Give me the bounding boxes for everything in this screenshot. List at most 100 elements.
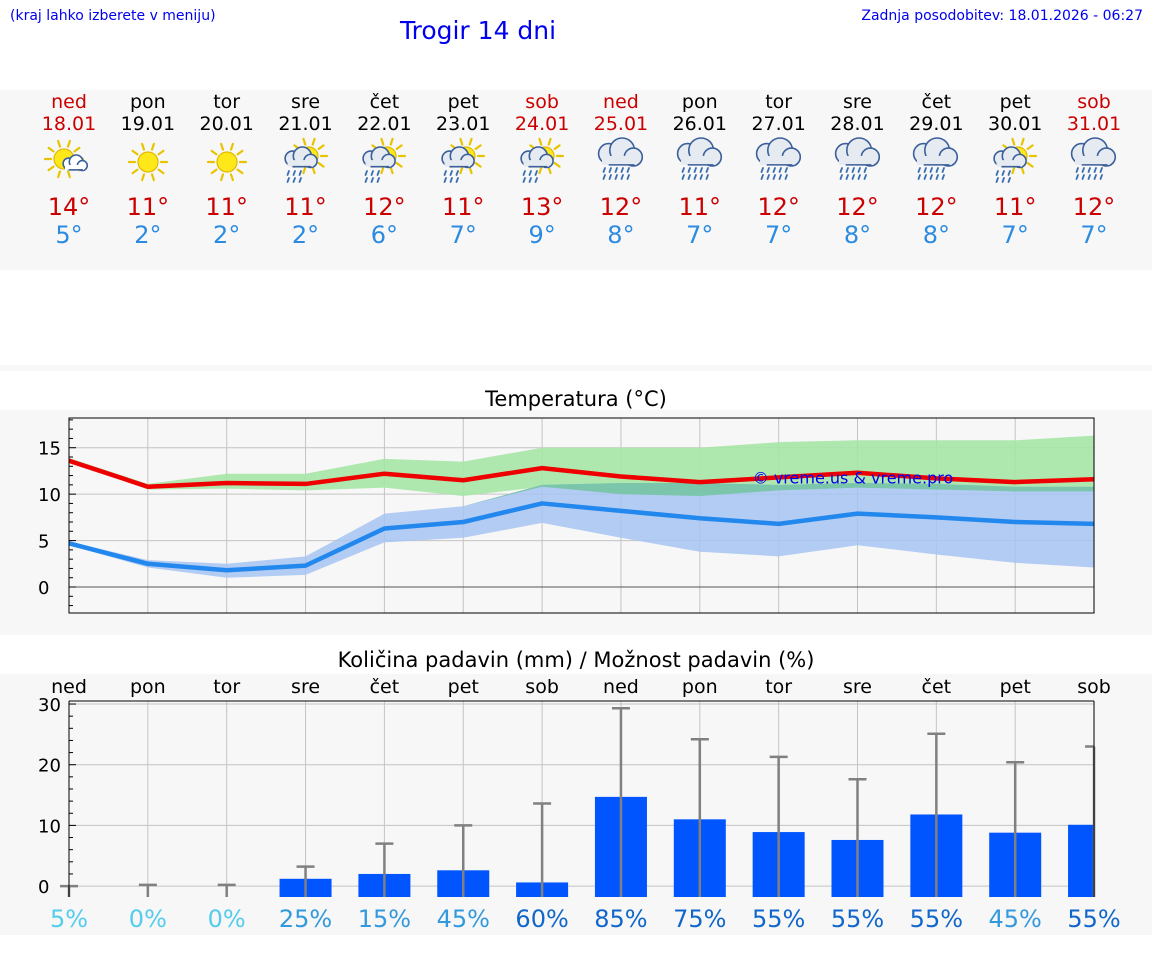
rain-cloud-icon [913, 137, 959, 180]
last-updated: Zadnja posodobitev: 18.01.2026 - 06:27 [861, 8, 1143, 24]
forecast-day: sre 28.01 12° 8° [818, 90, 897, 249]
max-temperature-line [68, 458, 1095, 489]
day-name: sre [291, 91, 321, 113]
max-temperature: 11° [678, 193, 722, 221]
forecast-day: pet 23.01 11° 7° [424, 90, 503, 249]
precipitation-probability: 45% [437, 905, 490, 933]
forecast-day: pon 26.01 11° 7° [660, 90, 739, 249]
day-date: 29.01 [909, 113, 964, 135]
rain-cloud-icon [834, 137, 880, 180]
day-date: 31.01 [1066, 113, 1122, 135]
precipitation-chart: ned pon tor sre čet pet sob ned pon tor sre čet pet s… [38, 676, 1121, 933]
rain-cloud-icon [597, 137, 644, 180]
forecast-day: ned 25.01 12° 8° [581, 90, 660, 249]
y-tick-label: 30 [38, 695, 61, 716]
forecast-day: čet 29.01 12° 8° [897, 90, 976, 249]
watermark: © vreme.us & vreme.pro [753, 468, 954, 487]
max-temperature: 11° [205, 193, 248, 221]
max-temperature: 12° [836, 193, 879, 221]
rain-cloud-icon [676, 137, 722, 180]
day-label: čet [370, 676, 400, 698]
y-tick-label: 20 [38, 756, 61, 777]
precipitation-probability: 0% [129, 905, 167, 933]
rain-cloud-icon [1070, 137, 1117, 180]
day-label: čet [922, 676, 952, 698]
sun-rain-icon [993, 137, 1038, 183]
day-name: sre [843, 91, 872, 113]
max-temperature: 11° [284, 193, 327, 221]
precipitation-probability: 0% [208, 905, 246, 933]
day-date: 22.01 [357, 113, 412, 135]
y-tick-label: 0 [38, 877, 49, 898]
forecast-day: pet 30.01 11° 7° [976, 90, 1055, 249]
day-date: 25.01 [593, 113, 649, 135]
sun-rain-icon [520, 137, 565, 183]
day-label: tor [213, 676, 240, 698]
min-temperature: 5° [55, 221, 83, 249]
min-temperature: 7° [1080, 221, 1108, 249]
daily-forecast-strip: ned 18.01 14° 5° pon 19.01 11° 2° tor 20.01 11° 2° s… [0, 90, 1152, 270]
max-temperature: 14° [47, 193, 91, 221]
min-temperature: 8° [843, 221, 872, 249]
max-temperature: 12° [915, 193, 958, 221]
day-date: 18.01 [41, 113, 97, 135]
day-date: 23.01 [436, 113, 491, 135]
day-name: ned [51, 91, 87, 113]
precipitation-bar [1068, 824, 1094, 897]
precipitation-probability: 75% [673, 905, 726, 933]
day-label: sob [1077, 676, 1111, 698]
rain-cloud-icon [755, 137, 801, 180]
y-tick-label: 0 [38, 578, 49, 599]
min-temperature: 9° [528, 221, 556, 249]
sun-rain-icon [441, 137, 486, 183]
forecast-day: čet 22.01 12° 6° [345, 90, 424, 249]
day-name: sob [1077, 91, 1111, 113]
min-temperature: 8° [922, 221, 950, 249]
min-temperature: 7° [765, 221, 793, 249]
day-label: sre [843, 676, 872, 698]
precipitation-probability: 25% [279, 905, 332, 933]
precipitation-probability: 15% [358, 905, 411, 933]
day-name: sob [525, 91, 559, 113]
precipitation-probability: 55% [1067, 905, 1120, 933]
min-temperature: 7° [1001, 221, 1029, 249]
min-temperature: 2° [291, 221, 320, 249]
y-tick-label: 10 [38, 816, 61, 837]
max-temperature: 12° [1072, 193, 1116, 221]
day-label: tor [765, 676, 792, 698]
day-label: pon [130, 676, 166, 698]
day-date: 21.01 [278, 113, 333, 135]
max-temperature: 12° [599, 193, 643, 221]
max-temperature: 11° [126, 193, 170, 221]
y-tick-label: 15 [38, 439, 61, 460]
day-name: pon [681, 91, 718, 113]
max-temperature: 11° [993, 193, 1037, 221]
precipitation-probability: 60% [515, 905, 568, 933]
y-tick-label: 10 [38, 485, 61, 506]
forecast-day: tor 20.01 11° 2° [187, 90, 266, 249]
min-temperature-line [68, 501, 1095, 573]
max-temperature: 13° [520, 193, 564, 221]
sun-icon [206, 142, 247, 182]
sun-rain-icon [283, 137, 328, 183]
min-temperature: 8° [607, 221, 635, 249]
day-date: 20.01 [199, 113, 254, 135]
forecast-day: sob 31.01 12° 7° [1055, 90, 1134, 249]
min-temperature: 2° [213, 221, 241, 249]
day-date: 19.01 [120, 113, 176, 135]
day-date: 27.01 [751, 113, 806, 135]
day-name: tor [765, 91, 793, 113]
precipitation-probability: 45% [989, 905, 1042, 933]
day-date: 28.01 [830, 113, 885, 135]
separator-band [0, 365, 1152, 371]
day-name: čet [921, 91, 952, 113]
precipitation-probability: 55% [752, 905, 805, 933]
day-label: ned [603, 676, 639, 698]
forecast-day: ned 18.01 14° 5° [30, 90, 109, 249]
forecast-day: pon 19.01 11° 2° [108, 90, 187, 249]
location-hint: (kraj lahko izberete v meniju) [10, 8, 216, 24]
min-temperature: 7° [686, 221, 714, 249]
day-label: sob [525, 676, 559, 698]
min-temperature: 7° [449, 221, 477, 249]
plot-frame [68, 417, 1095, 614]
